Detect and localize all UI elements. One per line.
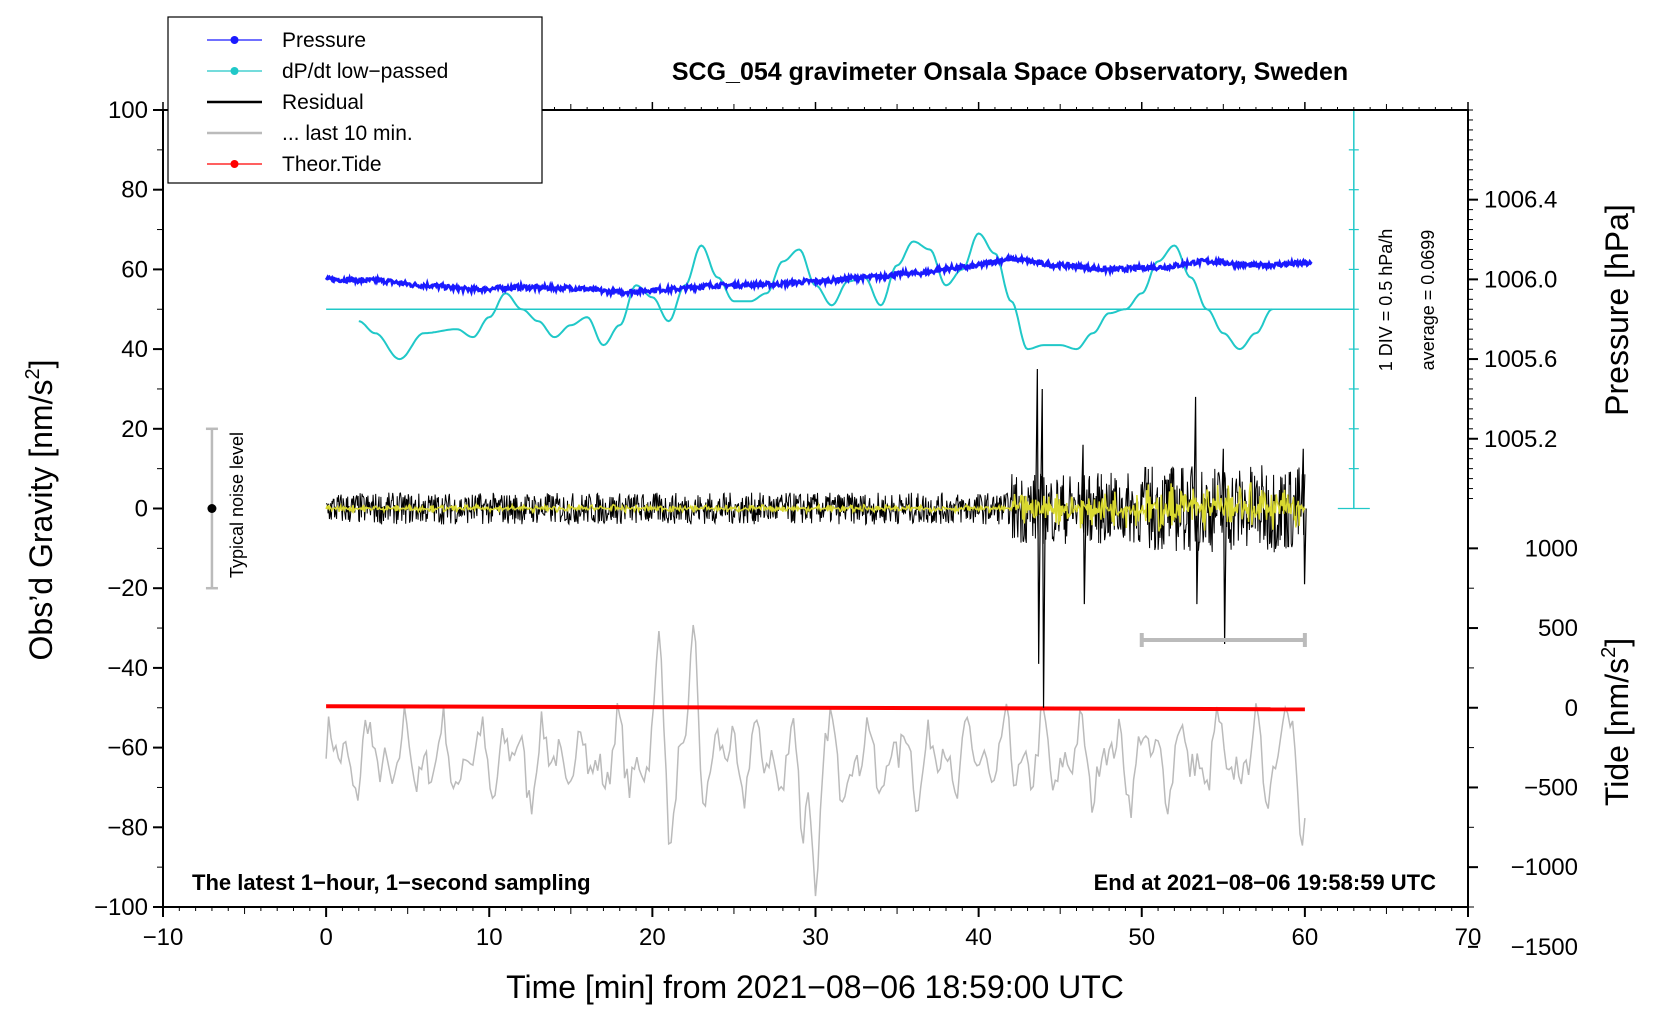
scale-div-label: 1 DIV = 0.5 hPa/h [1376, 229, 1396, 372]
x-tick-label: 30 [802, 924, 829, 951]
legend: Pressure dP/dt low−passed Residual ... last… [167, 16, 543, 184]
residual-spike [1080, 444, 1087, 605]
y-axis-label-left-sup: 2 [22, 368, 44, 379]
x-tick-label: 50 [1128, 924, 1155, 951]
y-axis-label-pressure: Pressure [hPa] [1599, 204, 1635, 416]
axes-layer: −10 0 10 20 30 40 50 60 70100806040200−20−40−60−… [94, 97, 1578, 961]
residual-spike [1221, 448, 1227, 644]
chart-title: SCG_054 gravimeter Onsala Space Observat… [672, 58, 1348, 86]
series-last-10-min-line [325, 624, 1306, 897]
x-axis-label: Time [min] from 2021−08−06 18:59:00 UTC [506, 969, 1124, 1005]
average-label: average = 0.0699 [1418, 230, 1438, 371]
tide-tick-label: −1500 [1511, 934, 1578, 961]
series-dpdt-line [358, 232, 1273, 361]
residual-spike [1301, 448, 1307, 585]
legend-items: Pressure dP/dt low−passed Residual ... last… [207, 29, 448, 176]
y-axis-label-left-text: Obs’d Gravity [nm/s [23, 380, 59, 661]
tide-tick-label: −500 [1524, 774, 1578, 801]
data-layer [205, 109, 1370, 897]
bottom-right-note: End at 2021−08−06 19:58:59 UTC [1094, 870, 1437, 895]
x-tick-label: 10 [476, 924, 503, 951]
y-tick-label: 40 [121, 336, 148, 363]
pressure-tick-label: 1005.6 [1484, 346, 1557, 373]
legend-marker [230, 36, 239, 44]
y-axis-label-tide-sup: 2 [1598, 647, 1620, 658]
legend-label: Pressure [282, 29, 366, 52]
pressure-tick-label: 1006.4 [1484, 187, 1557, 214]
legend-label: Theor.Tide [282, 153, 382, 176]
pressure-tick-label: 1006.0 [1484, 266, 1557, 293]
y-tick-label: −60 [107, 735, 148, 762]
x-tick-label: 40 [965, 924, 992, 951]
y-axis-label-tide-close: ] [1599, 638, 1635, 647]
noise-bar-center [207, 504, 217, 513]
x-tick-label: 20 [639, 924, 666, 951]
y-tick-label: −40 [107, 655, 148, 682]
y-tick-label: 20 [121, 416, 148, 443]
y-tick-label: 80 [121, 177, 148, 204]
series-theor-tide-line [326, 704, 1305, 712]
y-axis-label-left-close: ] [23, 360, 59, 369]
tide-tick-label: 0 [1565, 695, 1578, 722]
tide-tick-label: −1000 [1511, 854, 1578, 881]
residual-spike [1035, 369, 1041, 664]
series-short-period-line [325, 482, 1306, 532]
legend-label: dP/dt low−passed [282, 60, 448, 83]
series-pressure-line [324, 252, 1313, 299]
legend-label: Residual [282, 91, 364, 114]
noise-level-label: Typical noise level [227, 432, 247, 578]
tide-tick-label: 1000 [1525, 535, 1578, 562]
legend-marker [230, 160, 239, 168]
y-axis-label-left: Obs’d Gravity [nm/s2] [22, 360, 59, 661]
tide-tick-label: 500 [1538, 615, 1578, 642]
legend-marker [230, 67, 239, 75]
y-tick-label: 60 [121, 256, 148, 283]
legend-label: ... last 10 min. [282, 122, 413, 145]
y-axis-label-tide-text: Tide [nm/s [1599, 658, 1635, 806]
y-axis-label-tide: Tide [nm/s2] [1598, 638, 1635, 806]
y-tick-label: −80 [107, 814, 148, 841]
x-tick-label: 60 [1292, 924, 1319, 951]
y-tick-label: 0 [135, 496, 148, 523]
y-tick-label: 100 [108, 97, 148, 124]
pressure-tick-label: 1005.2 [1484, 426, 1557, 453]
legend-box [167, 16, 543, 184]
y-tick-label: −100 [94, 894, 148, 921]
bottom-left-note: The latest 1−hour, 1−second sampling [192, 870, 591, 895]
x-tick-label: 0 [319, 924, 332, 951]
residual-spike [1040, 388, 1046, 708]
y-tick-label: −20 [107, 575, 148, 602]
x-tick-label: −10 [143, 924, 184, 951]
